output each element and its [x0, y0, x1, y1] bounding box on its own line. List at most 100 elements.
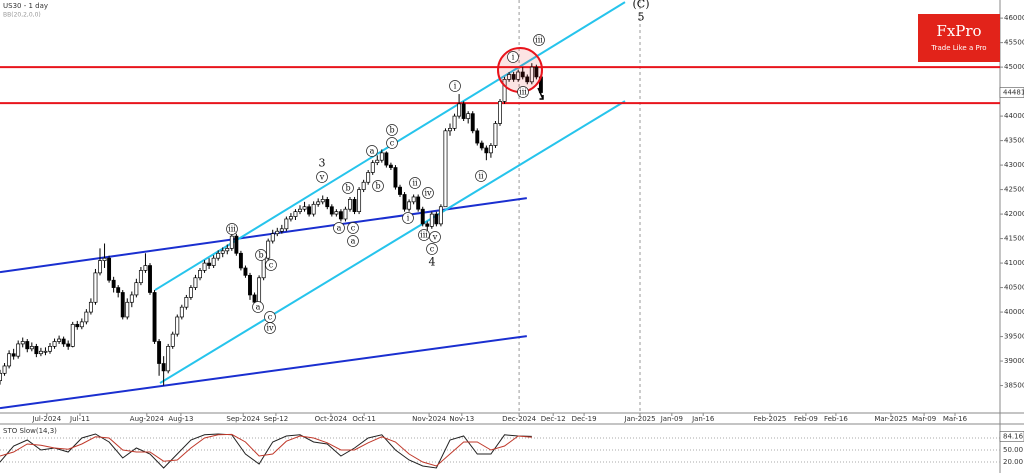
x-tick-label: Dec-2024 — [502, 415, 536, 423]
annotation-circle — [316, 171, 328, 183]
candle-body — [457, 103, 462, 117]
candle-body — [275, 230, 280, 235]
candle-body — [279, 228, 284, 232]
candle-body — [261, 257, 266, 279]
candle-body — [234, 235, 239, 254]
x-tick-label: Nov-13 — [449, 415, 474, 423]
y-tick-label: 40500 — [1004, 284, 1024, 292]
candle-body — [129, 294, 134, 303]
logo-box — [918, 14, 1000, 62]
candle-body — [429, 213, 434, 227]
candle-body — [525, 76, 530, 83]
candle-body — [75, 323, 80, 328]
indicator-tick-label: 20.00 — [1003, 458, 1023, 466]
candle-body — [352, 199, 357, 212]
x-tick-label: Sep-12 — [264, 415, 289, 423]
candle-body — [493, 123, 498, 146]
x-tick-label: Jul-11 — [69, 415, 90, 423]
candle-body — [102, 257, 107, 261]
annotation: ii — [478, 172, 484, 181]
x-tick-label: Mar-2025 — [874, 415, 907, 423]
candle-body — [338, 211, 343, 220]
annotation: ii — [412, 179, 418, 188]
logo-tagline: Trade Like a Pro — [930, 44, 986, 52]
candle-body — [316, 201, 321, 205]
annotation: v — [319, 173, 325, 182]
candle-body — [448, 128, 452, 132]
candle-body — [284, 218, 289, 230]
candle-body — [25, 341, 30, 350]
candle-body — [52, 341, 57, 347]
candle-body — [243, 267, 248, 276]
candle-body — [516, 71, 521, 80]
x-tick-label: Jan-16 — [691, 415, 715, 423]
candle-body — [343, 208, 348, 220]
x-tick-label: Aug-2024 — [130, 415, 165, 423]
chart-subtitle: BB(20,2,0,0) — [3, 12, 41, 19]
annotation-circle — [422, 187, 434, 199]
candle-body — [375, 159, 380, 164]
candle-body — [407, 201, 412, 210]
candle-body — [411, 196, 416, 203]
candle-body — [311, 203, 316, 215]
candle-body — [2, 365, 7, 374]
candle-body — [307, 206, 312, 215]
candle-body — [207, 262, 212, 266]
annotation-circle — [265, 259, 277, 271]
candle-body — [79, 321, 84, 328]
annotation: b — [345, 184, 350, 193]
y-tick-label: 45500 — [1004, 39, 1024, 47]
candle-body — [484, 147, 489, 154]
candle-body — [0, 372, 2, 382]
candle-body — [157, 341, 162, 364]
candle-body — [348, 199, 352, 210]
annotation: iii — [535, 36, 543, 45]
candle-body — [220, 250, 225, 254]
candle-body — [211, 257, 216, 266]
candle-body — [61, 338, 66, 345]
candle-body — [334, 211, 339, 215]
annotation: 3 — [319, 157, 326, 170]
arrow — [537, 87, 544, 100]
candle-body — [520, 71, 525, 78]
y-tick-label: 41000 — [1004, 259, 1024, 267]
annotation-circle — [426, 243, 438, 255]
annotation: iv — [266, 324, 274, 333]
candle-body — [475, 130, 480, 144]
candle-body — [48, 346, 52, 352]
candle-body — [257, 277, 262, 303]
candle-body — [502, 79, 507, 102]
annotation-circle — [264, 322, 276, 334]
annotation-circle — [252, 301, 264, 313]
candle-body — [229, 235, 234, 249]
candle-body — [225, 248, 230, 252]
annotation-circle — [342, 182, 354, 194]
candle-body — [452, 115, 457, 129]
annotation: a — [351, 237, 356, 246]
annotation: i — [512, 53, 515, 62]
candle-body — [216, 252, 221, 259]
candle-body — [238, 252, 243, 269]
candle-body — [461, 103, 466, 119]
annotation: iv — [424, 189, 432, 198]
candle-body — [466, 113, 471, 119]
y-tick-label: 43000 — [1004, 161, 1024, 169]
annotation: iii — [519, 88, 527, 97]
x-tick-label: Mar-16 — [943, 415, 968, 423]
candle-body — [393, 167, 398, 188]
indicator-last-box — [999, 431, 1024, 442]
annotation-circle — [475, 170, 487, 182]
candle-body — [357, 189, 362, 212]
candle-body — [66, 343, 71, 347]
candle-body — [116, 287, 121, 293]
annotation: iii — [228, 225, 236, 234]
annotation-circle — [255, 249, 267, 261]
candle-body — [175, 316, 180, 335]
x-tick-label: Oct-2024 — [315, 415, 348, 423]
annotation-circle — [429, 231, 441, 243]
candle-body — [498, 101, 502, 124]
candle-body — [298, 208, 302, 212]
candle-body — [193, 277, 198, 288]
candle-body — [402, 194, 407, 210]
